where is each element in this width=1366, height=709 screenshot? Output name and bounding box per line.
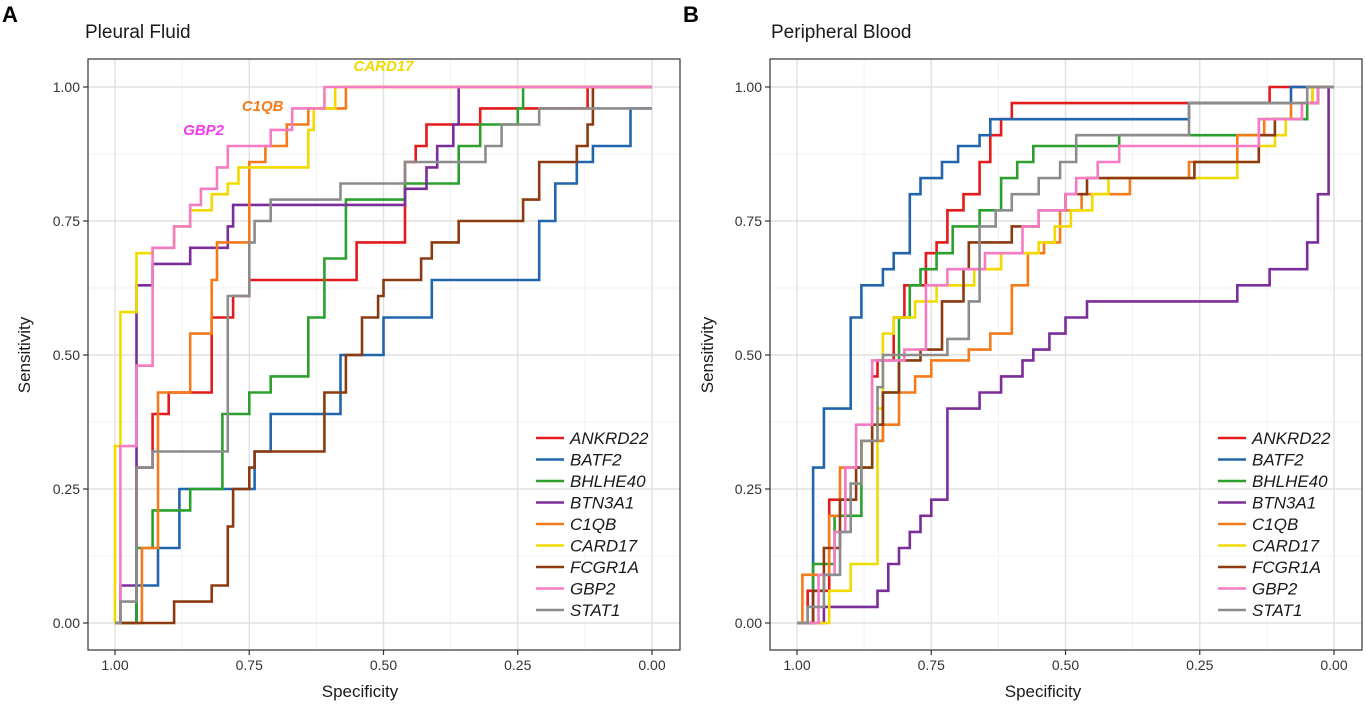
x-tick-label: 0.50	[370, 657, 397, 673]
legend-label-stat1: STAT1	[570, 601, 620, 620]
roc-curve-gbp2	[115, 85, 652, 625]
roc-curve-bhlhe40	[115, 85, 652, 625]
roc-curve-batf2	[797, 85, 1334, 625]
y-tick-label: 1.00	[735, 79, 762, 95]
annotation-c1qb: C1QB	[242, 98, 284, 115]
y-tick-label: 0.50	[735, 347, 762, 363]
x-tick-label: 1.00	[783, 657, 810, 673]
y-axis-title: Sensitivity	[15, 316, 34, 393]
x-axis-title: Specificity	[1005, 682, 1082, 701]
roc-curve-fcgr1a	[115, 85, 652, 625]
panel-title-pleural-fluid: Pleural Fluid	[85, 22, 191, 43]
legend-label-card17: CARD17	[1252, 537, 1320, 556]
legend-label-stat1: STAT1	[1252, 601, 1302, 620]
y-tick-label: 0.00	[735, 615, 762, 631]
roc-curve-gbp2	[797, 85, 1334, 625]
x-tick-label: 0.25	[1186, 657, 1213, 673]
legend-label-fcgr1a: FCGR1A	[570, 558, 639, 577]
x-axis-title: Specificity	[322, 682, 399, 701]
x-tick-label: 1.00	[101, 657, 128, 673]
y-tick-label: 1.00	[53, 79, 80, 95]
legend-label-batf2: BATF2	[570, 451, 622, 470]
y-tick-label: 0.25	[735, 481, 762, 497]
roc-curves	[797, 85, 1334, 625]
legend-label-bhlhe40: BHLHE40	[1252, 472, 1328, 491]
y-tick-label: 0.00	[53, 615, 80, 631]
legend-label-ankrd22: ANKRD22	[569, 429, 649, 448]
roc-curve-ankrd22	[115, 85, 652, 625]
roc-curve-stat1	[797, 85, 1334, 625]
legend-label-gbp2: GBP2	[1252, 580, 1298, 599]
panel-title-peripheral-blood: Peripheral Blood	[771, 22, 911, 43]
panel-peripheral-blood: B Peripheral Blood 1.00 0.75 0.50 0.25 0.00 0…	[683, 2, 1363, 701]
legend-label-c1qb: C1QB	[570, 515, 616, 534]
x-tick-label: 0.75	[918, 657, 945, 673]
legend-label-btn3a1: BTN3A1	[570, 494, 634, 513]
roc-curve-btn3a1	[797, 85, 1334, 625]
legend-label-bhlhe40: BHLHE40	[570, 472, 646, 491]
y-tick-label: 0.25	[53, 481, 80, 497]
axis-ticks: 1.00 0.75 0.50 0.25 0.00 0.00 0.25 0.50 0.75 1.00	[53, 79, 666, 673]
annotation-card17: CARD17	[353, 58, 414, 75]
legend-label-card17: CARD17	[570, 537, 638, 556]
roc-curves	[113, 85, 652, 625]
y-axis-title: Sensitivity	[698, 316, 717, 393]
x-tick-label: 0.00	[1320, 657, 1347, 673]
panel-letter-b: B	[683, 2, 699, 27]
roc-curve-c1qb	[115, 85, 652, 625]
legend-label-btn3a1: BTN3A1	[1252, 494, 1316, 513]
legend: ANKRD22 BATF2 BHLHE40 BTN3A1 C1QB CARD17 FCGR1…	[1218, 429, 1331, 620]
y-tick-label: 0.75	[735, 213, 762, 229]
curve-annotations: CARD17 C1QB GBP2	[183, 58, 414, 139]
annotation-gbp2: GBP2	[183, 122, 225, 139]
y-tick-label: 0.50	[53, 347, 80, 363]
axis-ticks: 1.00 0.75 0.50 0.25 0.00 0.00 0.25 0.50 0.75 1.00	[735, 79, 1348, 673]
legend-label-ankrd22: ANKRD22	[1251, 429, 1331, 448]
roc-curve-stat1	[115, 107, 652, 625]
x-tick-label: 0.75	[236, 657, 263, 673]
legend: ANKRD22 BATF2 BHLHE40 BTN3A1 C1QB CARD17 FCGR1…	[536, 429, 649, 620]
roc-curve-card17	[113, 85, 652, 623]
grid	[770, 59, 1362, 650]
y-tick-label: 0.75	[53, 213, 80, 229]
panel-letter-a: A	[2, 2, 18, 27]
legend-label-fcgr1a: FCGR1A	[1252, 558, 1321, 577]
legend-label-batf2: BATF2	[1252, 451, 1304, 470]
panel-pleural-fluid: A Pleural Fluid 1.00 0.75 0.50 0.25 0.00 0.00…	[2, 2, 681, 701]
x-tick-label: 0.50	[1052, 657, 1079, 673]
legend-label-c1qb: C1QB	[1252, 515, 1298, 534]
x-tick-label: 0.25	[504, 657, 531, 673]
x-tick-label: 0.00	[638, 657, 665, 673]
roc-curve-btn3a1	[115, 85, 652, 625]
legend-label-gbp2: GBP2	[570, 580, 616, 599]
